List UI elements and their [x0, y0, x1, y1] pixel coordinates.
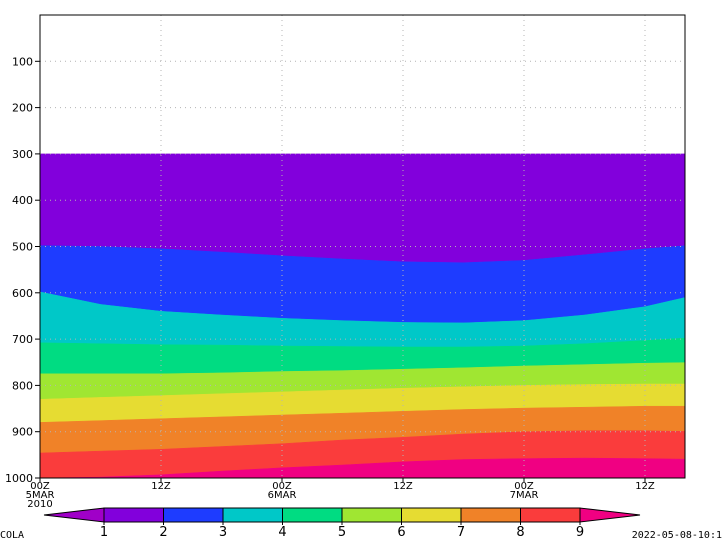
y-tick-label: 600	[12, 287, 33, 300]
y-tick-label: 300	[12, 148, 33, 161]
y-axis: 100 200 300 400 500 600 700 800 900 1000	[5, 55, 40, 485]
colorbar-label: 8	[516, 525, 524, 540]
colorbar-label: 7	[457, 525, 465, 540]
x-tick-label: 00Z	[272, 481, 292, 492]
colorbar-label: 4	[278, 525, 286, 540]
y-tick-label: 900	[12, 426, 33, 439]
colorbar-label: 9	[576, 525, 584, 540]
x-tick-label: 7MAR	[510, 490, 539, 501]
footer-left-label: COLA	[0, 530, 25, 541]
colorbar-label: 2	[159, 525, 167, 540]
y-tick-label: 1000	[5, 472, 33, 485]
grid-lines	[40, 15, 685, 478]
x-tick-label: 2010	[27, 499, 52, 510]
color-bar: 1 2 3 4 5 6 7 8 9	[43, 507, 641, 540]
colorbar-label: 6	[397, 525, 405, 540]
y-tick-label: 700	[12, 333, 33, 346]
colorbar-segment	[282, 507, 343, 523]
colorbar-label: 1	[100, 525, 108, 540]
colorbar-label: 3	[219, 525, 227, 540]
colorbar-low-arrow	[43, 507, 105, 523]
colorbar-high-arrow	[579, 507, 641, 523]
y-tick-label: 800	[12, 379, 33, 392]
colorbar-segment	[222, 507, 283, 523]
x-tick-label: 00Z	[514, 481, 534, 492]
x-tick-label: 5MAR	[26, 490, 55, 501]
colorbar-segment	[163, 507, 224, 523]
y-tick-label: 500	[12, 241, 33, 254]
x-tick-label: 6MAR	[268, 490, 297, 501]
colorbar-segment	[401, 507, 462, 523]
colorbar-segment	[460, 507, 521, 523]
colorbar-segment	[103, 507, 164, 523]
y-tick-label: 200	[12, 102, 33, 115]
colorbar-segment	[341, 507, 402, 523]
x-tick-label: 12Z	[151, 481, 171, 492]
y-tick-label: 400	[12, 194, 33, 207]
contour-fill-layer	[40, 153, 685, 478]
y-tick-label: 100	[12, 55, 33, 68]
x-tick-label: 12Z	[393, 481, 413, 492]
colorbar-segment	[520, 507, 581, 523]
band-9-max	[40, 457, 685, 478]
x-tick-label: 00Z	[30, 481, 50, 492]
x-tick-label: 12Z	[635, 481, 655, 492]
colorbar-label: 5	[338, 525, 346, 540]
footer-timestamp: 2022-05-08-10:1	[631, 530, 722, 541]
